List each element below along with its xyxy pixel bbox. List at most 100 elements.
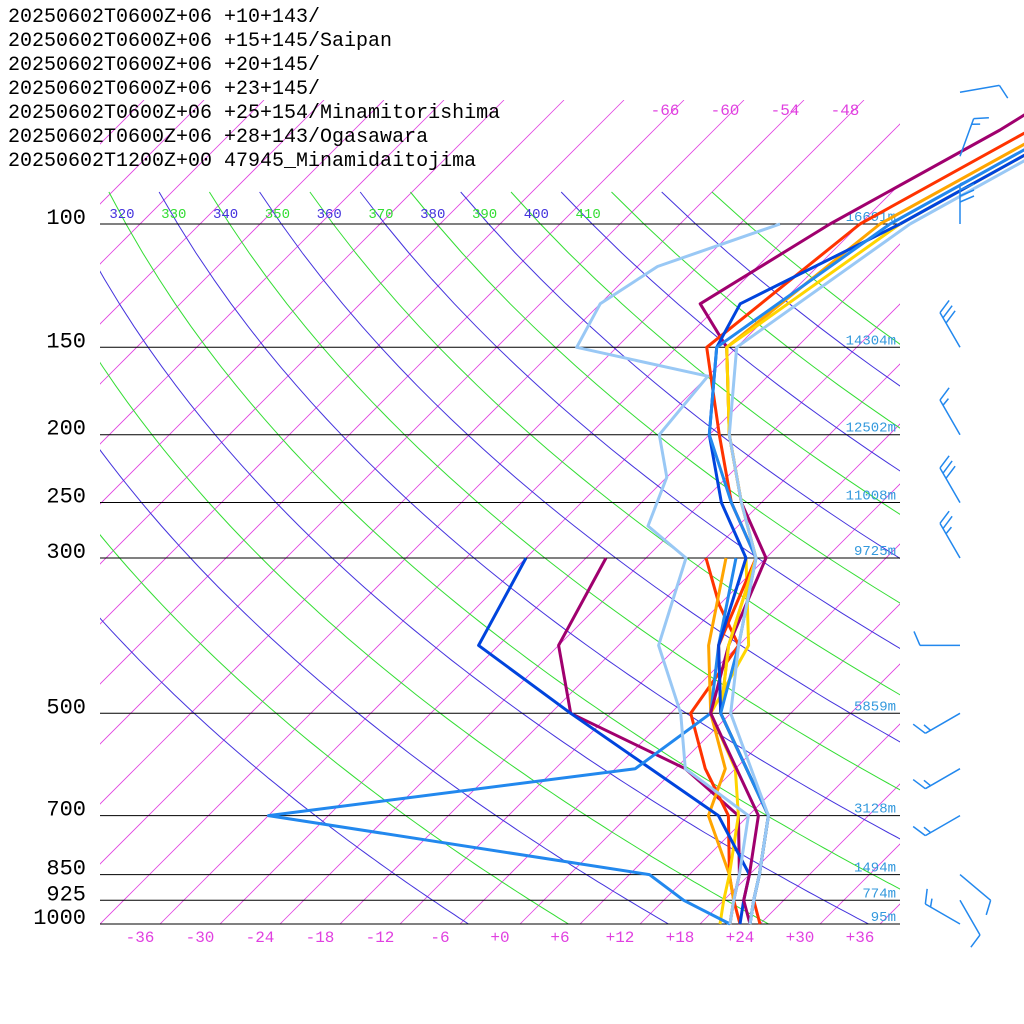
height-label: 11008m	[846, 489, 896, 505]
isotherm-label: -48	[831, 102, 860, 120]
theta-label: 400	[524, 207, 549, 223]
legend-entry: 20250602T0600Z+06 +28+143/Ogasawara	[8, 126, 429, 149]
isotherm-line	[100, 123, 900, 924]
wind-barb	[912, 712, 961, 734]
temperature-line	[879, 142, 1024, 226]
isotherm-line	[1000, 100, 1024, 924]
isotherm-line	[100, 100, 805, 805]
isotherm-line	[159, 183, 900, 924]
pressure-label: 500	[46, 695, 86, 720]
pressure-label: 250	[46, 485, 86, 510]
isotherm-line	[100, 100, 505, 505]
x-tick-label: -12	[366, 929, 395, 947]
dry-adiabat-line	[100, 270, 870, 924]
isotherm-label: -54	[771, 102, 800, 120]
x-tick-label: +0	[490, 929, 509, 947]
dry-adiabat-line	[560, 191, 900, 472]
legend-entry: 20250602T0600Z+06 +20+145/	[8, 54, 321, 77]
wind-barb	[959, 874, 992, 916]
wind-barb	[912, 768, 961, 790]
wind-barb	[912, 814, 961, 837]
temperature-line	[829, 113, 1024, 226]
isotherm-line	[100, 100, 685, 685]
legend-entry: 20250602T0600Z+06 +25+154/Minamitorishim…	[8, 102, 501, 125]
pressure-label: 1000	[33, 906, 86, 931]
isotherm-line	[100, 100, 385, 385]
isotherm-line	[459, 483, 900, 924]
height-label: 14304m	[846, 333, 896, 349]
isotherm-line	[699, 723, 900, 924]
x-tick-label: +30	[786, 929, 815, 947]
height-label: 5859m	[854, 699, 896, 715]
isotherm-line	[219, 243, 900, 924]
temperature-line	[899, 153, 1024, 226]
height-label: 95m	[871, 910, 896, 926]
isotherm-line	[100, 100, 865, 865]
pressure-label: 200	[46, 417, 86, 442]
theta-label: 390	[472, 207, 497, 223]
wind-barb	[959, 117, 989, 157]
legend-entry: 20250602T0600Z+06 +15+145/Saipan	[8, 30, 393, 53]
isotherm-line	[100, 100, 625, 625]
dry-adiabat-line	[661, 191, 900, 387]
theta-label: 380	[420, 207, 445, 223]
theta-label: 370	[368, 207, 393, 223]
dewpoint-line	[266, 557, 738, 926]
x-tick-label: +24	[726, 929, 755, 947]
isotherm-line	[100, 100, 745, 745]
wind-barb	[939, 455, 961, 503]
theta-label: 360	[317, 207, 342, 223]
isotherm-label: -60	[711, 102, 740, 120]
wind-barb	[939, 387, 961, 436]
x-tick-label: -30	[186, 929, 215, 947]
dry-adiabat-line	[100, 617, 470, 924]
height-label: 774m	[862, 886, 896, 902]
wind-barb	[939, 510, 961, 559]
isotherm-line	[639, 663, 900, 924]
temperature-line	[859, 131, 1024, 226]
pressure-label: 300	[46, 540, 86, 565]
isotherm-label: -66	[651, 102, 680, 120]
legend-entry: 20250602T0600Z+06 +23+145/	[8, 78, 321, 101]
isotherm-line	[100, 100, 265, 265]
theta-label: 350	[265, 207, 290, 223]
temperature-line	[889, 148, 1024, 226]
dry-adiabat-line	[611, 191, 900, 429]
theta-label: 320	[109, 207, 134, 223]
legend-entry: 20250602T0600Z+06 +10+143/	[8, 6, 321, 29]
dewpoint-line	[709, 557, 751, 925]
temperature-line	[909, 159, 1024, 226]
dry-adiabat-line	[259, 191, 900, 743]
x-tick-label: -18	[306, 929, 335, 947]
wind-barb	[939, 300, 961, 348]
dry-adiabat-line	[158, 191, 900, 840]
isotherm-line	[759, 783, 900, 924]
x-tick-label: +12	[606, 929, 635, 947]
wind-barb	[959, 177, 975, 224]
isotherm-line	[339, 363, 900, 924]
dry-adiabat-line	[410, 191, 900, 604]
temperature-line	[727, 222, 911, 925]
pressure-label: 100	[46, 206, 86, 231]
theta-label: 410	[576, 207, 601, 223]
isotherm-line	[0, 100, 24, 924]
x-tick-label: +36	[846, 929, 875, 947]
isotherm-line	[519, 543, 900, 924]
x-tick-label: +6	[550, 929, 569, 947]
height-label: 3128m	[854, 802, 896, 818]
height-label: 9725m	[854, 544, 896, 560]
isotherm-line	[100, 100, 565, 565]
isotherm-line	[100, 100, 445, 445]
height-label: 1494m	[854, 861, 896, 877]
theta-label: 340	[213, 207, 238, 223]
pressure-label: 925	[46, 882, 86, 907]
x-tick-label: -6	[430, 929, 449, 947]
pressure-label: 850	[46, 857, 86, 882]
isotherm-line	[399, 423, 900, 924]
wind-barb	[913, 631, 960, 647]
dewpoint-line	[557, 557, 741, 925]
x-tick-label: -24	[246, 929, 275, 947]
x-tick-label: -36	[126, 929, 155, 947]
pressure-label: 700	[46, 798, 86, 823]
